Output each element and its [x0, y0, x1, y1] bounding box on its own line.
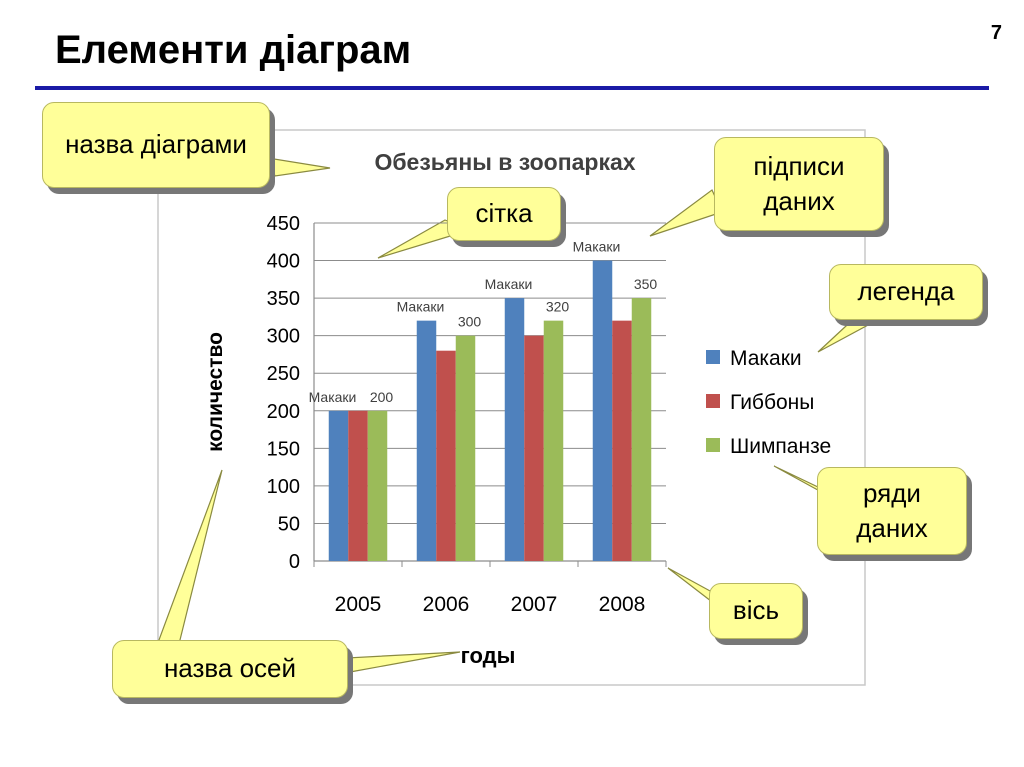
bar-Макаки: [416, 320, 437, 561]
chart-legend: Макаки Гиббоны Шимпанзе: [706, 347, 831, 458]
y-tick-label: 50: [278, 513, 300, 535]
slide-title: Елементи діаграм: [55, 28, 412, 72]
data-label: Макаки: [309, 389, 357, 405]
data-label: Макаки: [397, 299, 445, 315]
y-tick-label: 250: [267, 363, 300, 385]
callout-grid: сітка: [447, 187, 561, 241]
callout-chart-title: назва діаграми: [42, 102, 270, 188]
y-tick-label: 300: [267, 326, 300, 348]
legend-label: Шимпанзе: [730, 435, 831, 458]
bar-Шимпанзе: [455, 335, 476, 561]
slide-number: 7: [990, 22, 1002, 44]
x-tick-label: 2008: [599, 593, 646, 616]
bar-Гиббоны: [524, 335, 544, 561]
callout-legend: легенда: [829, 264, 983, 320]
y-tick-label: 350: [267, 288, 300, 310]
x-tick-label: 2007: [511, 593, 558, 616]
y-tick-label: 200: [267, 401, 300, 423]
pointer-chart-title: [267, 157, 331, 177]
bar-Гиббоны: [436, 350, 456, 561]
bar-Шимпанзе: [631, 298, 652, 561]
plot-area: 0 50 100 150 200 250 300 350 400 450 2005 2006 2007 2…: [267, 213, 667, 616]
x-axis-title: годы: [461, 643, 516, 668]
legend-swatch: [706, 438, 720, 452]
data-label: 350: [634, 276, 658, 292]
y-tick-label: 150: [267, 438, 300, 460]
y-tick-label: 450: [267, 213, 300, 235]
bar-Гиббоны: [348, 410, 368, 561]
x-tick-label: 2006: [423, 593, 470, 616]
y-tick-label: 100: [267, 476, 300, 498]
bar-Гиббоны: [612, 320, 632, 561]
legend-swatch: [706, 350, 720, 364]
y-tick-label: 400: [267, 251, 300, 273]
data-label: 320: [546, 299, 570, 315]
bar-Шимпанзе: [367, 410, 388, 561]
legend-swatch: [706, 394, 720, 408]
callout-series: ряди даних: [817, 467, 967, 555]
bar-Макаки: [592, 260, 613, 561]
bar-Макаки: [328, 410, 349, 561]
bar-Шимпанзе: [543, 320, 564, 561]
data-label: Макаки: [573, 239, 621, 255]
bar-Макаки: [504, 298, 525, 561]
data-label: 200: [370, 389, 394, 405]
chart-title: Обезьяны в зоопарках: [374, 149, 635, 175]
legend-label: Гиббоны: [730, 391, 814, 414]
y-tick-label: 0: [289, 551, 300, 573]
data-label: 300: [458, 314, 482, 330]
x-tick-label: 2005: [335, 593, 382, 616]
callout-axis-titles: назва осей: [112, 640, 348, 698]
legend-label: Макаки: [730, 347, 802, 370]
pointer-axis-title-x: [345, 651, 461, 673]
y-axis-title: количество: [204, 332, 227, 452]
callout-data-labels: підписи даних: [714, 137, 884, 231]
callout-axis: вісь: [709, 583, 803, 639]
title-underline: [35, 86, 989, 90]
data-label: Макаки: [485, 276, 533, 292]
